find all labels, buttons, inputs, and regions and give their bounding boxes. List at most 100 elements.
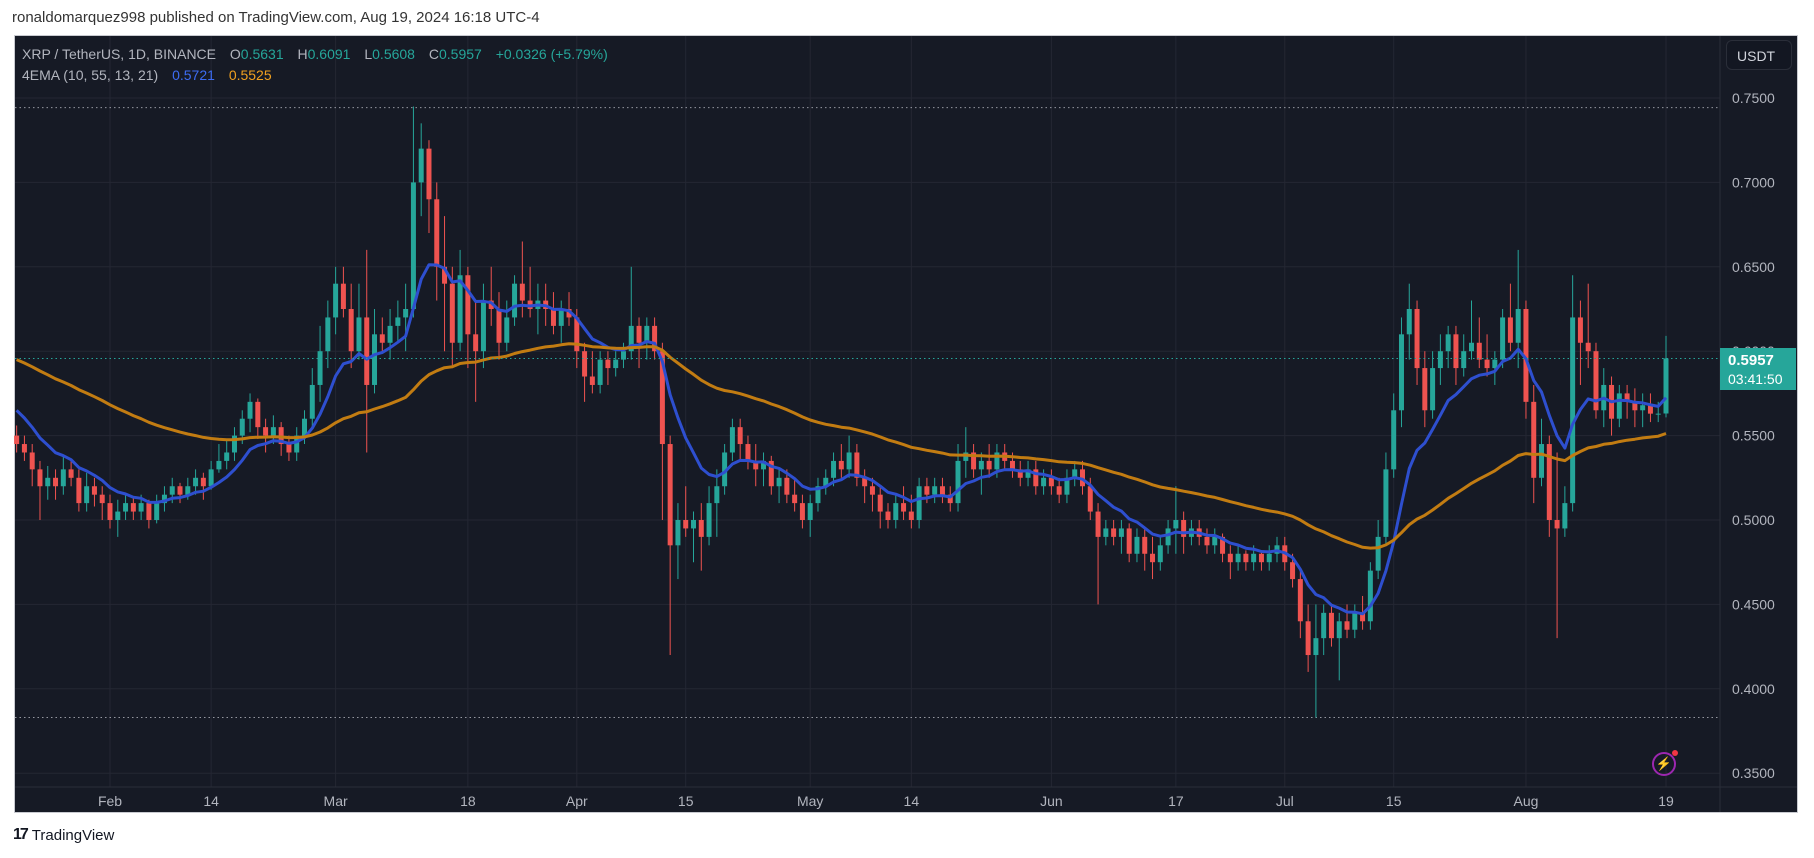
candle-body xyxy=(263,427,269,436)
candle xyxy=(792,477,798,512)
candle xyxy=(1227,545,1233,580)
candle-body xyxy=(1375,536,1381,571)
candle xyxy=(535,283,541,335)
symbol-title[interactable]: XRP / TetherUS, 1D, BINANCE xyxy=(22,46,216,62)
open-value: 0.5631 xyxy=(240,46,284,62)
candle xyxy=(76,469,82,512)
time-tick-label: 17 xyxy=(1168,793,1184,809)
candle xyxy=(1095,503,1101,605)
candle xyxy=(776,469,782,504)
candle xyxy=(1072,460,1078,487)
close-label: C xyxy=(428,46,439,62)
candle-body xyxy=(776,477,782,487)
candle xyxy=(722,444,728,495)
candle xyxy=(963,427,969,478)
candle-body xyxy=(177,486,183,495)
candle-body xyxy=(1461,351,1467,369)
candle-body xyxy=(1398,334,1404,411)
candle-body xyxy=(729,427,735,453)
candle-body xyxy=(1554,520,1560,529)
time-tick-label: Aug xyxy=(1513,793,1538,809)
candle xyxy=(1297,570,1303,639)
candle-body xyxy=(784,477,790,495)
candle xyxy=(1539,418,1545,487)
candle xyxy=(854,444,860,487)
candle xyxy=(255,398,261,439)
candle xyxy=(1321,604,1327,656)
chart-pane[interactable] xyxy=(14,35,1798,813)
candle xyxy=(1157,536,1163,571)
candle xyxy=(356,283,362,360)
candle xyxy=(99,486,105,520)
candle-body xyxy=(1640,405,1646,411)
candle-body xyxy=(1476,342,1482,360)
candle-body xyxy=(1227,553,1233,563)
candle xyxy=(589,351,595,394)
ema-indicator-name[interactable]: 4EMA (10, 55, 13, 21) xyxy=(22,67,159,83)
candle-body xyxy=(815,486,821,504)
candle-body xyxy=(53,477,59,487)
candle-body xyxy=(1391,410,1397,470)
candle-body xyxy=(620,351,626,360)
candle xyxy=(1134,528,1140,563)
candle-body xyxy=(628,325,634,352)
candle xyxy=(395,300,401,343)
candle-body xyxy=(675,520,681,546)
candle-body xyxy=(1025,469,1031,478)
candle-body xyxy=(714,486,720,504)
time-tick-label: 15 xyxy=(678,793,694,809)
candle-body xyxy=(1437,351,1443,369)
candle xyxy=(620,342,626,369)
candle-body xyxy=(1562,503,1568,529)
candle xyxy=(37,460,43,520)
candle-body xyxy=(1134,536,1140,554)
candle-body xyxy=(947,494,953,504)
candle-body xyxy=(939,486,945,495)
candle xyxy=(216,444,222,473)
candle-body xyxy=(1212,536,1218,546)
currency-button[interactable]: USDT xyxy=(1726,40,1792,70)
candle-body xyxy=(372,334,378,385)
time-tick-label: Jul xyxy=(1276,793,1294,809)
candle xyxy=(1453,325,1459,385)
candle xyxy=(247,393,253,433)
candle-body xyxy=(200,477,206,487)
candle xyxy=(1437,334,1443,385)
candle xyxy=(1204,528,1210,554)
candle-body xyxy=(512,283,518,318)
candle xyxy=(846,435,852,478)
time-tick-label: Apr xyxy=(566,793,588,809)
candle xyxy=(1476,317,1482,369)
candle-body xyxy=(255,401,261,428)
candle-body xyxy=(1336,621,1342,639)
candle xyxy=(1422,351,1428,428)
lightning-icon[interactable]: ⚡ xyxy=(1652,750,1678,776)
candle xyxy=(418,123,424,217)
ema-fast-line xyxy=(15,263,1668,616)
candle-body xyxy=(496,309,502,343)
candle-body xyxy=(161,494,167,504)
candle-body xyxy=(1430,368,1436,411)
candle xyxy=(333,266,339,335)
tradingview-logo[interactable]: 17 TradingView xyxy=(13,826,114,844)
candle-body xyxy=(333,283,339,318)
time-tick-label: Feb xyxy=(98,793,122,809)
price-tick-label: 0.4500 xyxy=(1732,596,1775,612)
ema-fast-value: 0.5721 xyxy=(172,67,215,83)
candle xyxy=(1546,435,1552,537)
candle xyxy=(488,266,494,326)
candle-body xyxy=(1422,368,1428,411)
candle-body xyxy=(1009,460,1015,470)
candle-body xyxy=(1546,444,1552,520)
candle xyxy=(1344,604,1350,639)
candle-body xyxy=(14,435,20,445)
time-tick-label: 18 xyxy=(460,793,476,809)
candle xyxy=(1142,528,1148,571)
candle xyxy=(1212,528,1218,554)
candle xyxy=(706,486,712,546)
candle xyxy=(1258,550,1264,571)
candle-body xyxy=(395,317,401,326)
candle xyxy=(1531,384,1537,504)
candle xyxy=(379,317,385,352)
